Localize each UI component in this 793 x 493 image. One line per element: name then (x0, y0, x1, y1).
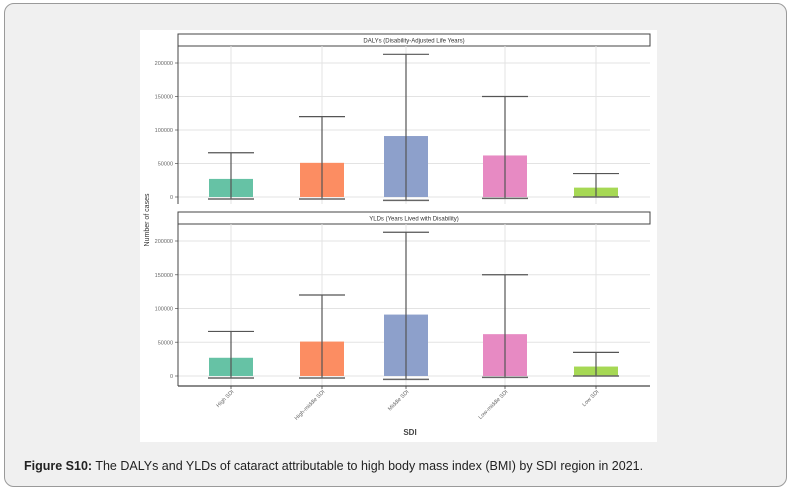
chart-figure: DALYs (Disability-Adjusted Life Years) 0 5… (140, 30, 657, 442)
panel-0: DALYs (Disability-Adjusted Life Years) 0 5… (155, 33, 651, 204)
y-axis-label: Number of cases (144, 193, 151, 246)
caption-label: Figure S10: (24, 459, 93, 473)
y-tick-label: 0 (170, 374, 173, 380)
facet-strip (177, 211, 651, 225)
facet-strip (177, 33, 651, 47)
x-axis-label: SDI (403, 428, 416, 437)
x-tick-label: Low-middle SDI (478, 389, 510, 421)
y-tick-label: 100000 (155, 128, 173, 134)
facet-title: YLDs (Years Lived with Disability) (369, 217, 458, 223)
caption-text: The DALYs and YLDs of cataract attributa… (92, 459, 644, 473)
x-tick-label: High SDI (216, 389, 236, 409)
panel-1: YLDs (Years Lived with Disability) 0 50000… (155, 211, 651, 389)
x-tick-label: Middle SDI (387, 389, 411, 413)
figure-caption: Figure S10: The DALYs and YLDs of catara… (24, 459, 643, 473)
y-tick-label: 0 (170, 195, 173, 201)
y-tick-label: 100000 (155, 307, 173, 313)
x-tick-label: High-middle SDI (294, 389, 327, 422)
y-tick-label: 200000 (155, 239, 173, 245)
y-tick-label: 50000 (158, 340, 173, 346)
y-tick-label: 50000 (158, 162, 173, 168)
facet-title: DALYs (Disability-Adjusted Life Years) (363, 39, 464, 45)
y-tick-label: 150000 (155, 273, 173, 279)
y-tick-label: 200000 (155, 61, 173, 67)
y-tick-label: 150000 (155, 95, 173, 101)
x-tick-label: Low SDI (581, 389, 600, 408)
